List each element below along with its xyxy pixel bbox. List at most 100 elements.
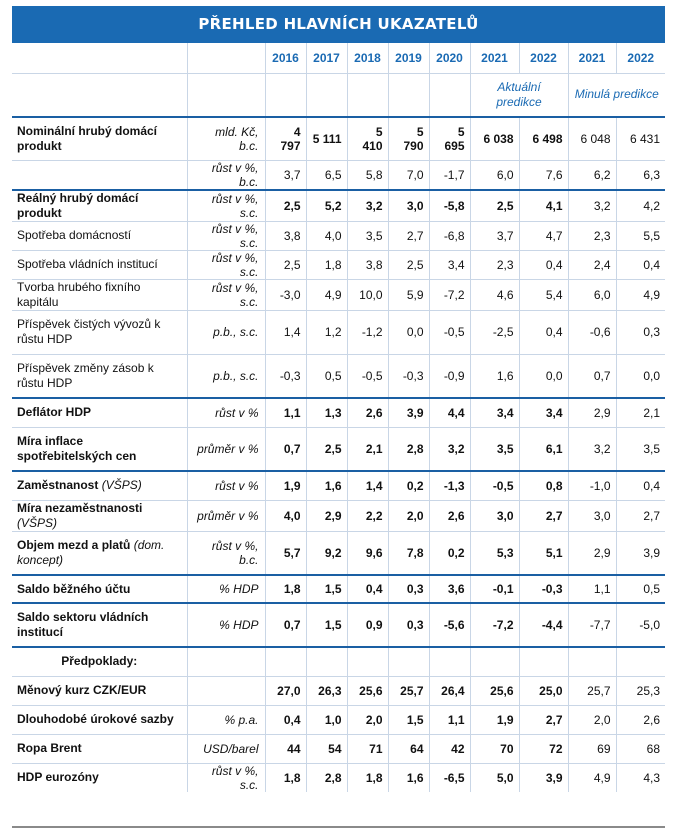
value-cell: -1,0 <box>568 470 617 500</box>
value-cell: 6,1 <box>519 426 569 471</box>
unit-cell: růst v %, b.c. <box>187 159 266 190</box>
year-header: 2021 <box>568 43 617 73</box>
row-label-text: Deflátor HDP <box>17 405 92 420</box>
row-label: Příspěvek čistých vývozů k růstu HDP <box>12 309 188 354</box>
unit-cell: průměr v % <box>187 499 266 531</box>
header-prediction-row: Aktuální predikce Minulá predikce <box>12 72 665 117</box>
value-cell: 6 048 <box>568 116 617 160</box>
value-cell: 26,4 <box>429 675 471 705</box>
value-cell: 70 <box>470 733 520 763</box>
value-cell: 2,7 <box>388 220 430 250</box>
value-cell: 0,4 <box>347 574 389 603</box>
value-cell: -0,3 <box>519 574 569 603</box>
table-row: Předpoklady: <box>12 646 665 676</box>
table-row: Dlouhodobé úrokové sazby% p.a. 0,4 1,0 2,0 1… <box>12 704 665 734</box>
value-cell: 0,4 <box>265 704 307 734</box>
row-label: Deflátor HDP <box>12 397 188 427</box>
value-cell: 27,0 <box>265 675 307 705</box>
year-header: 2016 <box>265 43 307 73</box>
value-cell: 2,8 <box>388 426 430 471</box>
empty-cell <box>347 646 389 676</box>
value-cell: 3,6 <box>429 574 471 603</box>
current-prediction-label: Aktuální predikce <box>470 72 569 117</box>
value-cell: 1,8 <box>265 574 307 603</box>
row-label-text: Ropa Brent <box>17 741 82 755</box>
table-row: HDP eurozóny růst v %, s.c. 1,8 2,8 1,8 1,6 -6… <box>12 762 665 792</box>
year-header: 2022 <box>519 43 569 73</box>
value-cell: 0,0 <box>519 353 569 398</box>
value-cell: 25,6 <box>470 675 520 705</box>
table-row: Míra inflace spotřebitelských cen průměr … <box>12 426 665 471</box>
value-cell: 1,4 <box>265 309 307 354</box>
value-cell: 2,9 <box>306 499 348 531</box>
unit-cell: růst v % <box>187 470 266 500</box>
value-cell: 0,4 <box>616 470 665 500</box>
value-cell: 0,2 <box>388 470 430 500</box>
value-cell: 3,5 <box>347 220 389 250</box>
value-cell: 0,2 <box>429 530 471 575</box>
header-blank <box>347 72 389 117</box>
value-cell: 5,9 <box>388 278 430 310</box>
value-cell: 2,3 <box>470 249 520 279</box>
table-row: Deflátor HDP růst v % 1,1 1,3 2,6 3,9 4,4 3,4 3,… <box>12 397 665 427</box>
value-cell: 3,8 <box>265 220 307 250</box>
value-cell: -6,8 <box>429 220 471 250</box>
value-cell: 6,0 <box>568 278 617 310</box>
row-label-note: (dom. koncept) <box>17 537 165 567</box>
value-cell: 3,5 <box>616 426 665 471</box>
table-row: růst v %, b.c. 3,7 6,5 5,8 7,0 -1,7 6,0 7,6 6,2 6… <box>12 159 665 190</box>
row-label: Saldo běžného účtu <box>12 574 188 603</box>
value-cell: 3,7 <box>265 159 307 190</box>
value-cell: 5 695 <box>429 116 471 160</box>
empty-cell <box>388 646 430 676</box>
value-cell: 2,1 <box>347 426 389 471</box>
header-blank <box>12 72 188 117</box>
unit-cell: průměr v % <box>187 426 266 471</box>
value-cell: 54 <box>306 733 348 763</box>
value-cell: 4,4 <box>429 397 471 427</box>
value-cell: 0,7 <box>265 426 307 471</box>
value-cell: 4,9 <box>616 278 665 310</box>
value-cell: 44 <box>265 733 307 763</box>
unit-cell <box>187 675 266 705</box>
row-label: Zaměstnanost (VŠPS) <box>12 470 188 500</box>
value-cell: 2,6 <box>616 704 665 734</box>
header-blank <box>265 72 307 117</box>
value-cell: 5 790 <box>388 116 430 160</box>
value-cell: 4,0 <box>265 499 307 531</box>
value-cell: 3,2 <box>568 426 617 471</box>
value-cell: 2,1 <box>616 397 665 427</box>
table-row: Spotřeba domácností růst v %, s.c. 3,8 4,0 3… <box>12 220 665 250</box>
value-cell: 2,9 <box>568 530 617 575</box>
row-label-text: Saldo běžného účtu <box>17 581 131 596</box>
value-cell: 1,5 <box>388 704 430 734</box>
empty-cell <box>568 646 617 676</box>
value-cell: 5 410 <box>347 116 389 160</box>
value-cell: 5,7 <box>265 530 307 575</box>
value-cell: 0,5 <box>616 574 665 603</box>
value-cell: 3,4 <box>429 249 471 279</box>
value-cell: 3,0 <box>388 188 430 221</box>
header-blank <box>12 43 188 73</box>
value-cell: 1,1 <box>429 704 471 734</box>
value-cell: 3,5 <box>470 426 520 471</box>
value-cell: 2,9 <box>568 397 617 427</box>
value-cell: -1,7 <box>429 159 471 190</box>
value-cell: 2,3 <box>568 220 617 250</box>
unit-cell: USD/barel <box>187 733 266 763</box>
table-row: Příspěvek čistých vývozů k růstu HDP p.b.… <box>12 309 665 354</box>
value-cell: 68 <box>616 733 665 763</box>
unit-cell: % HDP <box>187 602 266 647</box>
unit-cell: % HDP <box>187 574 266 603</box>
value-cell: 26,3 <box>306 675 348 705</box>
row-label <box>12 159 188 190</box>
row-label: Příspěvek změny zásob k růstu HDP <box>12 353 188 398</box>
value-cell: 3,4 <box>519 397 569 427</box>
header-blank <box>388 72 430 117</box>
value-cell: 1,3 <box>306 397 348 427</box>
value-cell: -1,3 <box>429 470 471 500</box>
value-cell: 4,9 <box>568 762 617 792</box>
value-cell: 2,7 <box>519 499 569 531</box>
empty-cell <box>519 646 569 676</box>
table-row: Spotřeba vládních institucí růst v %, s.c… <box>12 249 665 279</box>
